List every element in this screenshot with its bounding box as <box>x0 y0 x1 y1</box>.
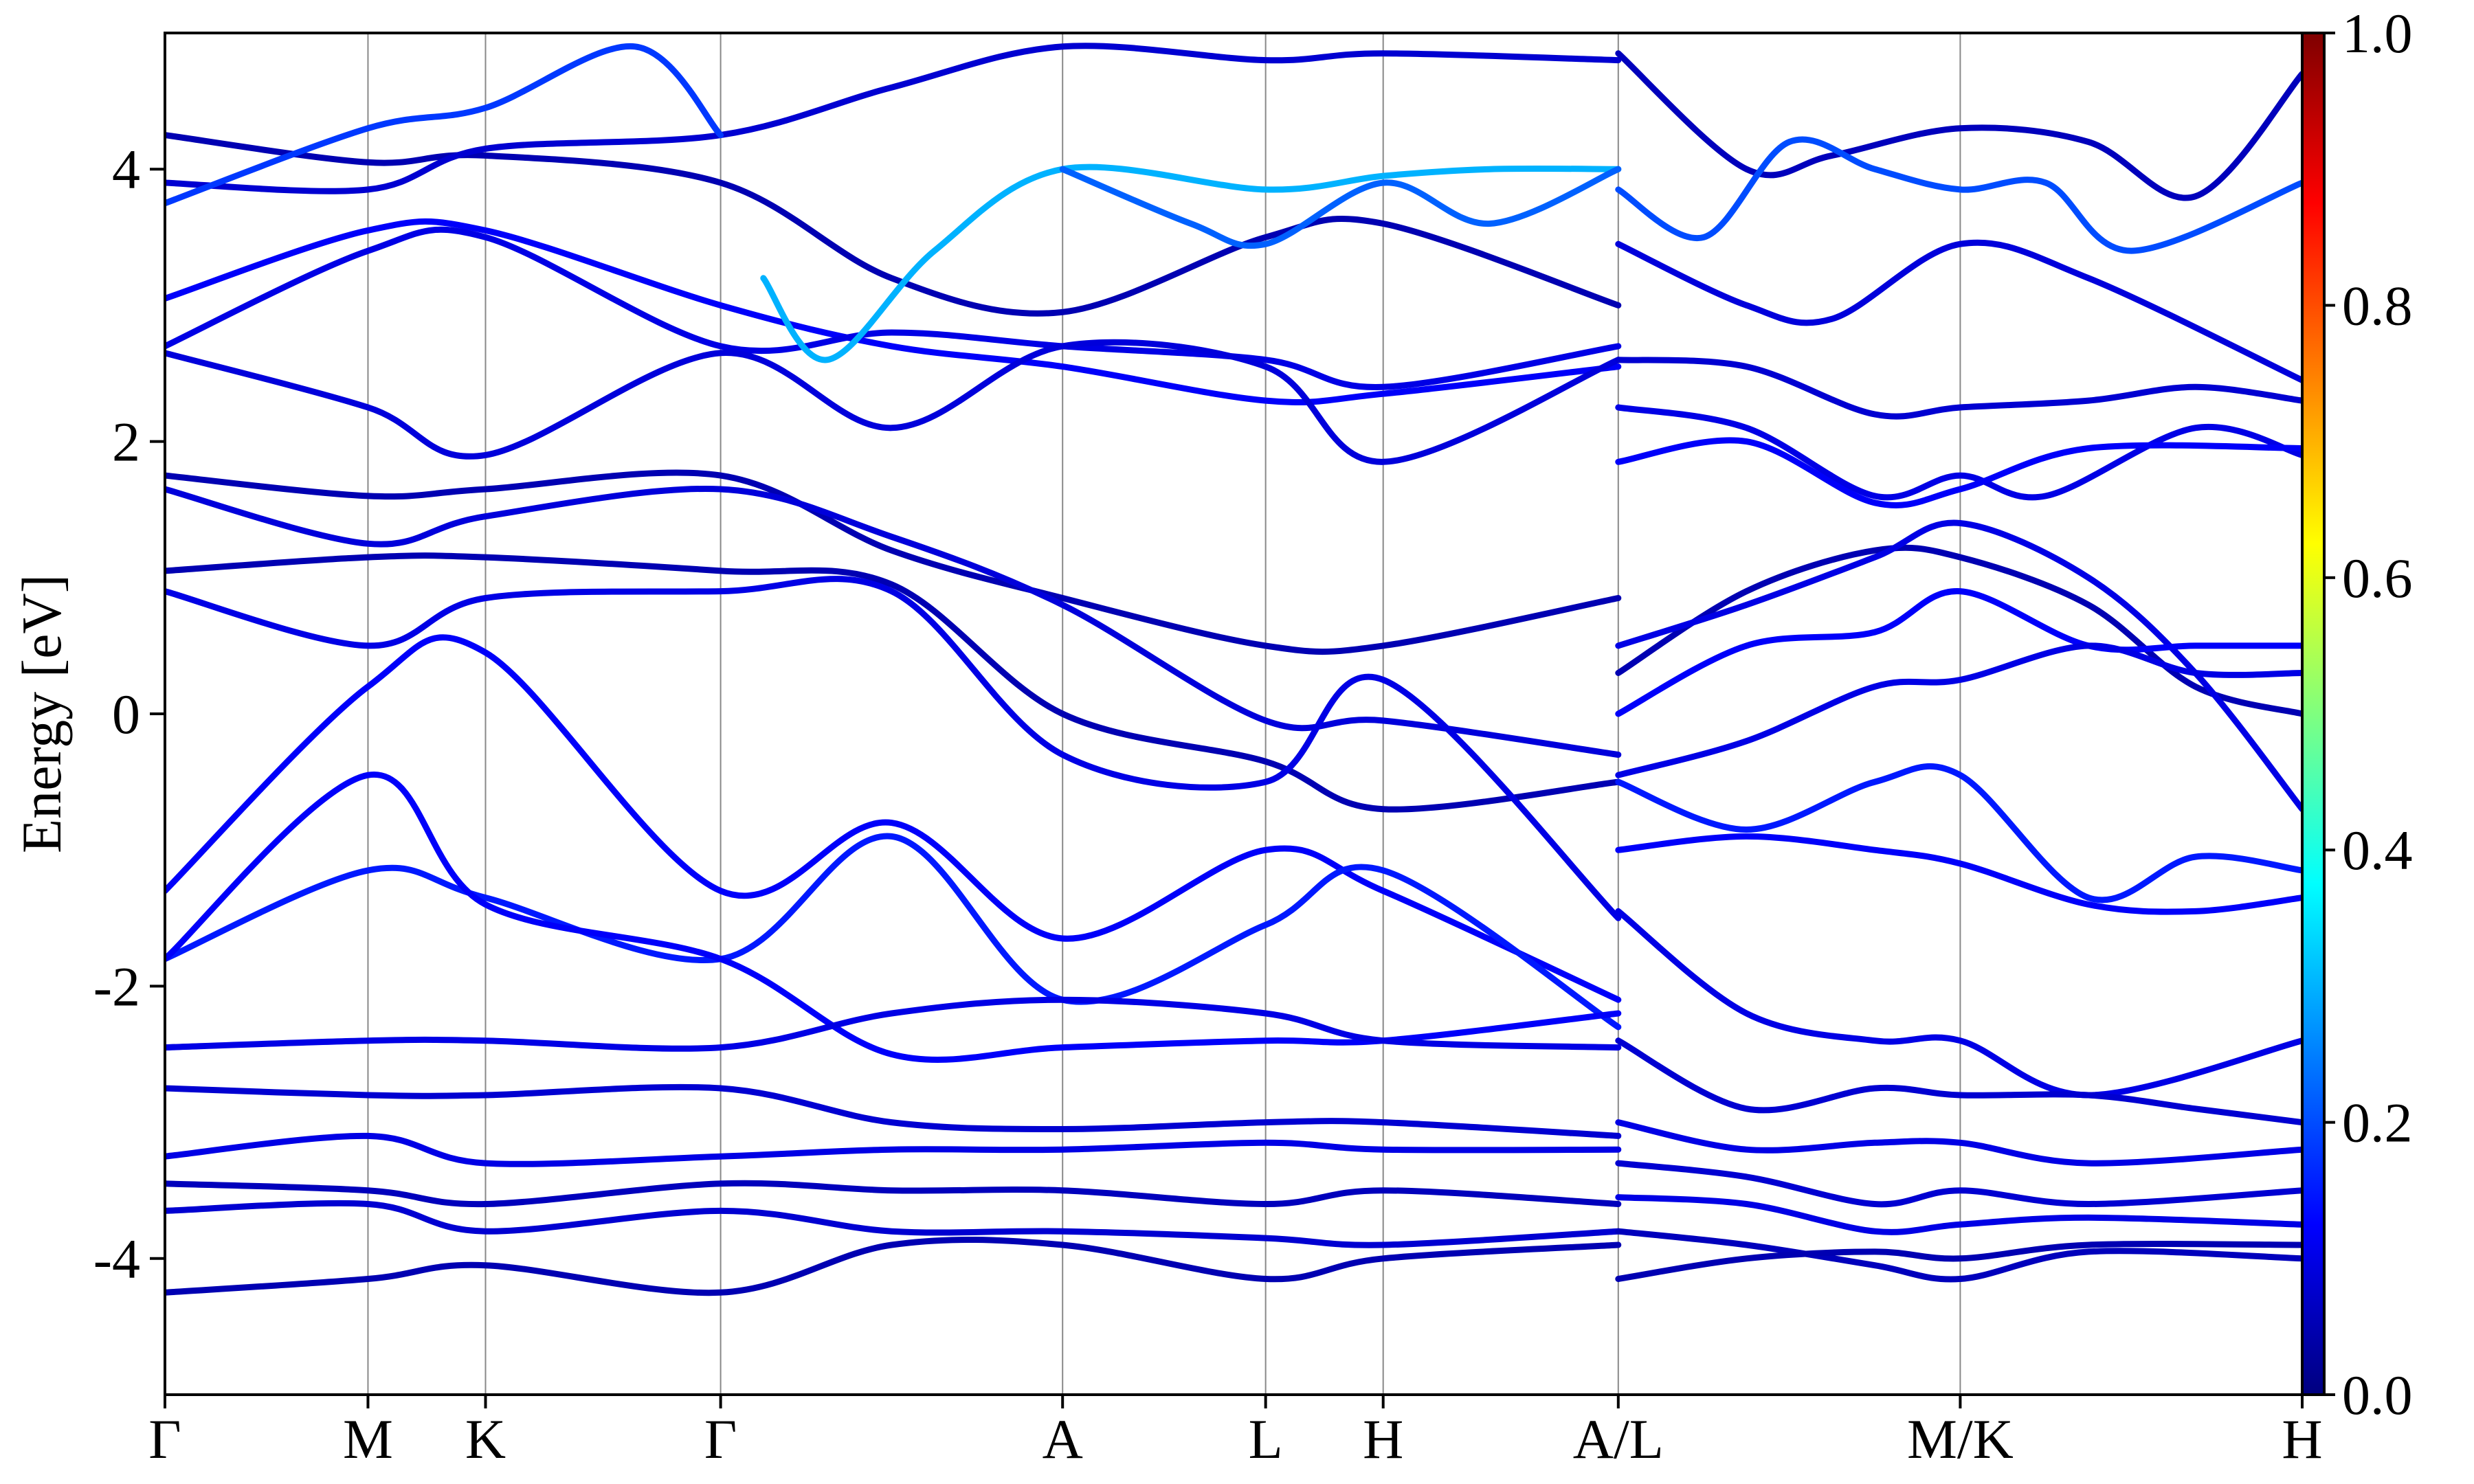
colorbar-tick-label: 0.2 <box>2342 1092 2413 1154</box>
band-line-32 <box>1615 763 2302 903</box>
band-line-7 <box>165 486 1622 758</box>
x-tick-label: A <box>1043 1408 1083 1470</box>
band-line-38 <box>1615 1194 2302 1235</box>
y-tick-label: 4 <box>112 138 140 201</box>
band-line-27 <box>1615 437 2302 508</box>
y-tick-label: -4 <box>93 1228 140 1290</box>
colorbar-tick-label: 0.8 <box>2342 274 2413 337</box>
band-line-2 <box>165 43 1622 194</box>
colorbar-tick-label: 0.6 <box>2342 547 2413 609</box>
x-tick-label: Γ <box>148 1408 181 1470</box>
x-tick-label: H <box>1363 1408 1403 1470</box>
y-tick-label: 0 <box>112 683 140 745</box>
band-line-22 <box>1615 50 2302 201</box>
band-line-23 <box>1615 136 2302 254</box>
band-line-4 <box>165 226 1622 390</box>
band-line-15 <box>165 1132 1622 1167</box>
band-line-3 <box>165 218 1622 405</box>
band-line-39 <box>1615 1228 2302 1283</box>
y-axis-ticks: 4 2 0 -2 -4 <box>93 138 165 1290</box>
y-tick-label: 2 <box>112 411 140 473</box>
band-line-1 <box>165 132 1622 317</box>
band-line-18 <box>165 1237 1622 1296</box>
band-line-9 <box>165 576 1622 921</box>
x-tick-label: A/L <box>1573 1408 1664 1470</box>
colorbar-tick-label: 0.4 <box>2342 819 2413 881</box>
x-tick-label: H <box>2282 1408 2322 1470</box>
band-line-16 <box>165 1180 1622 1208</box>
colorbar-tick-label: 0.0 <box>2342 1364 2413 1426</box>
colorbar <box>2301 32 2326 1396</box>
band-line-26 <box>1615 404 2302 501</box>
x-tick-label: M <box>343 1408 393 1470</box>
band-line-8 <box>165 552 1622 813</box>
colorbar-tick-label: 1.0 <box>2342 2 2413 65</box>
y-tick-label: -2 <box>93 955 140 1018</box>
band-line-12 <box>165 771 1622 1063</box>
band-line-31 <box>1615 642 2302 778</box>
band-line-40 <box>1615 1241 2302 1282</box>
band-line-11 <box>165 833 1622 1031</box>
band-line-25 <box>1615 357 2302 420</box>
x-tick-label: L <box>1249 1408 1283 1470</box>
band-line-10 <box>165 634 1622 1003</box>
x-tick-label: M/K <box>1907 1408 2014 1470</box>
band-line-33 <box>1615 833 2302 915</box>
band-line-35 <box>1615 1037 2302 1126</box>
band-line-36 <box>1615 1119 2302 1167</box>
band-line-34 <box>1615 908 2302 1099</box>
band-line-6 <box>165 469 1622 655</box>
colorbar-ticks: 0.0 0.2 0.4 0.6 0.8 1.0 <box>2324 2 2413 1426</box>
band-line-5 <box>165 339 1622 465</box>
band-line-28 <box>1615 544 2302 717</box>
band-line-20 <box>1059 166 1622 249</box>
y-axis-label: Energy [eV] <box>10 574 73 853</box>
band-line-30 <box>1615 588 2302 717</box>
kpoint-gridlines <box>367 33 1961 1395</box>
colorbar-frame <box>2301 32 2326 1396</box>
band-line-24 <box>1615 239 2302 383</box>
x-tick-label: K <box>465 1408 506 1470</box>
band-line-13 <box>165 996 1622 1052</box>
x-axis-ticks: Γ M K Γ A L H A/L M/K H <box>148 1395 2323 1470</box>
band-line-21 <box>165 43 724 207</box>
band-line-17 <box>165 1200 1622 1248</box>
colorbar-gradient <box>2302 33 2324 1395</box>
band-line-14 <box>165 1083 1622 1139</box>
band-line-37 <box>1615 1160 2302 1208</box>
x-tick-label: Γ <box>704 1408 737 1470</box>
band-lines <box>165 43 2302 1296</box>
band-line-19 <box>760 164 1622 363</box>
